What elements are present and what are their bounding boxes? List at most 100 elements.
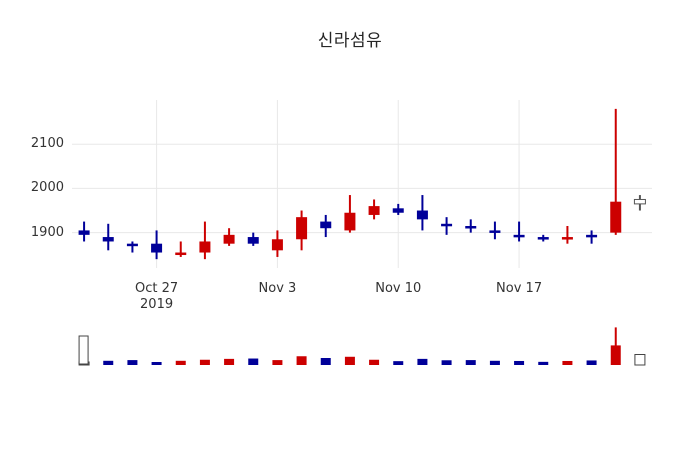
candle-body [513, 234, 525, 238]
volume-bar-body [224, 358, 235, 365]
volume-bar [127, 360, 138, 365]
x-axis-tick-label-primary: Nov 17 [496, 281, 543, 296]
volume-bar-body [369, 359, 380, 365]
candle-body [392, 208, 404, 213]
volume-bar [586, 360, 597, 365]
x-axis-tick-label: Nov 3 [222, 281, 332, 297]
volume-bar [369, 359, 380, 365]
volume-bar-body [489, 360, 500, 365]
x-axis-tick-label-year: 2019 [140, 297, 174, 312]
candlestick [320, 214, 332, 238]
candlestick [247, 232, 259, 246]
candlestick [126, 241, 138, 253]
chart-title: 신라섬유 [317, 31, 383, 51]
candle-body [199, 241, 211, 253]
volume-bar [514, 360, 525, 365]
candle-body [441, 223, 453, 227]
volume-bar-body [248, 358, 259, 365]
volume-bar [296, 356, 307, 365]
candlestick [610, 108, 622, 235]
candle-body [247, 237, 259, 244]
x-axis-tick-label: Nov 10 [343, 281, 453, 297]
candlestick [513, 221, 525, 242]
candlestick [465, 219, 477, 233]
candle-body [78, 230, 90, 235]
candle-body [271, 239, 283, 251]
candle-body [223, 234, 235, 244]
candlestick [441, 217, 453, 235]
candlestick [633, 195, 646, 211]
volume-bar [248, 358, 259, 365]
volume-bar [538, 361, 549, 365]
candle-body [175, 252, 187, 256]
volume-bar-body [320, 358, 331, 365]
volume-bar [393, 361, 404, 365]
x-axis-tick-label: Nov 17 [464, 281, 574, 297]
y-axis-tick-label: 2000 [30, 180, 64, 196]
volume-bar-body [465, 360, 476, 365]
candle-body [296, 217, 308, 240]
candle-body [561, 237, 573, 240]
candlestick [199, 221, 211, 260]
candle-body [368, 206, 380, 215]
volume-bar-body [634, 354, 646, 366]
candle-body [633, 198, 646, 205]
candle-body [126, 243, 138, 247]
candlestick [489, 221, 501, 240]
volume-bar [151, 362, 162, 365]
volume-bar [224, 358, 235, 365]
volume-bar-body [103, 360, 114, 365]
candle-body [344, 212, 356, 231]
candlestick [102, 223, 114, 251]
volume-bar-body [151, 362, 162, 365]
volume-bar [562, 360, 573, 365]
volume-bar-body [175, 360, 186, 365]
candlestick [586, 230, 598, 244]
volume-bar [417, 358, 428, 365]
volume-bar [610, 327, 621, 365]
candlestick [223, 228, 235, 246]
candle-body [416, 210, 428, 220]
volume-bar [320, 358, 331, 365]
candlestick [271, 230, 283, 257]
price-candles [78, 108, 646, 260]
volume-bar-body [610, 345, 621, 365]
x-axis-tick-label-primary: Nov 10 [375, 281, 422, 296]
volume-bar [344, 356, 355, 365]
volume-bar-body [514, 360, 525, 365]
candlestick [344, 195, 356, 233]
volume-bar-body [199, 359, 210, 365]
candlestick [175, 241, 187, 257]
volume-bar-body [344, 356, 355, 365]
volume-bar-body [296, 356, 307, 365]
volume-bar-body [441, 360, 452, 365]
volume-bar [465, 360, 476, 365]
y-axis-tick-label: 1900 [30, 224, 64, 240]
volume-bar [175, 360, 186, 365]
volume-bar [199, 359, 210, 365]
volume-bar [272, 360, 283, 365]
candlestick [537, 234, 549, 242]
volume-bar-body [272, 360, 283, 365]
candle-body [537, 237, 549, 240]
volume-bar-body [538, 361, 549, 365]
candle-body [151, 243, 163, 253]
volume-bar-body [127, 360, 138, 365]
candle-body [320, 221, 332, 229]
candle-body [102, 237, 114, 242]
x-axis-tick-label: Oct 27 2019 [102, 281, 212, 313]
candlestick [78, 221, 90, 242]
volume-bar [489, 360, 500, 365]
candle-body [586, 234, 598, 238]
x-axis-tick-label-primary: Nov 3 [258, 281, 297, 296]
volume-bar-body [586, 360, 597, 365]
y-axis-tick-label: 2100 [30, 136, 64, 152]
volume-bar-body [393, 361, 404, 365]
candlestick [561, 226, 573, 244]
volume-bar [441, 360, 452, 365]
volume-bar-body [417, 358, 428, 365]
candlestick [296, 210, 308, 251]
candle-body [610, 201, 622, 233]
